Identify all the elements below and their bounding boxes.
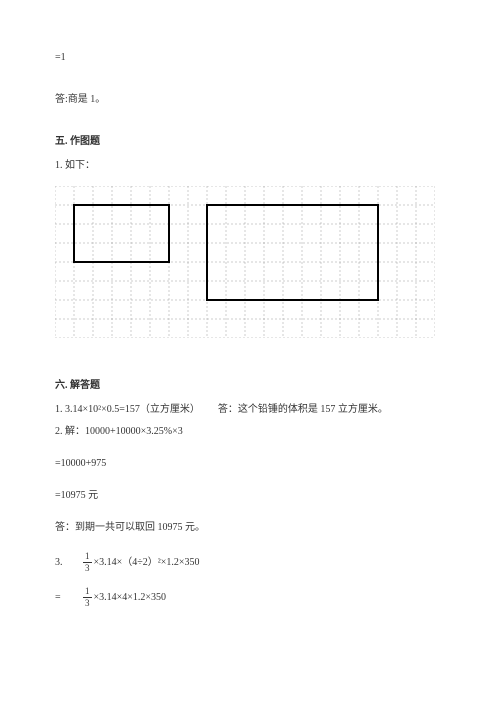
section6-title: 六. 解答题 [55, 378, 445, 394]
frac-num-2: 1 [83, 587, 92, 598]
top-answer-line: 答:商是 1。 [55, 92, 445, 108]
q3-frac-1: 1 3 [83, 552, 92, 573]
q2-answer: 答：到期一共可以取回 10975 元。 [55, 520, 445, 536]
q3-equals: = [55, 590, 81, 606]
frac-den-2: 3 [83, 598, 92, 608]
q3-expr2: ×3.14×4×1.2×350 [94, 590, 167, 606]
grid-figure [55, 186, 435, 338]
q2-line1: 2. 解：10000+10000×3.25%×3 [55, 424, 445, 440]
q3-expr1: ×3.14×（4÷2）²×1.2×350 [94, 555, 200, 571]
q1-answer: 答：这个铅锤的体积是 157 立方厘米。 [218, 402, 388, 418]
top-equals-line: =1 [55, 50, 445, 66]
q3-lead: 3. [55, 555, 81, 571]
section5-title: 五. 作图题 [55, 134, 445, 150]
frac-den: 3 [83, 563, 92, 573]
frac-num: 1 [83, 552, 92, 563]
q2-line3: =10975 元 [55, 488, 445, 504]
q3-row2: = 1 3 ×3.14×4×1.2×350 [55, 587, 445, 608]
q3-frac-2: 1 3 [83, 587, 92, 608]
grid-svg [55, 186, 435, 338]
q3-row1: 3. 1 3 ×3.14×（4÷2）²×1.2×350 [55, 552, 445, 573]
q1-calc: 1. 3.14×10²×0.5=157（立方厘米） [55, 402, 200, 418]
q2-line2: =10000+975 [55, 456, 445, 472]
section5-item1: 1. 如下： [55, 158, 445, 174]
